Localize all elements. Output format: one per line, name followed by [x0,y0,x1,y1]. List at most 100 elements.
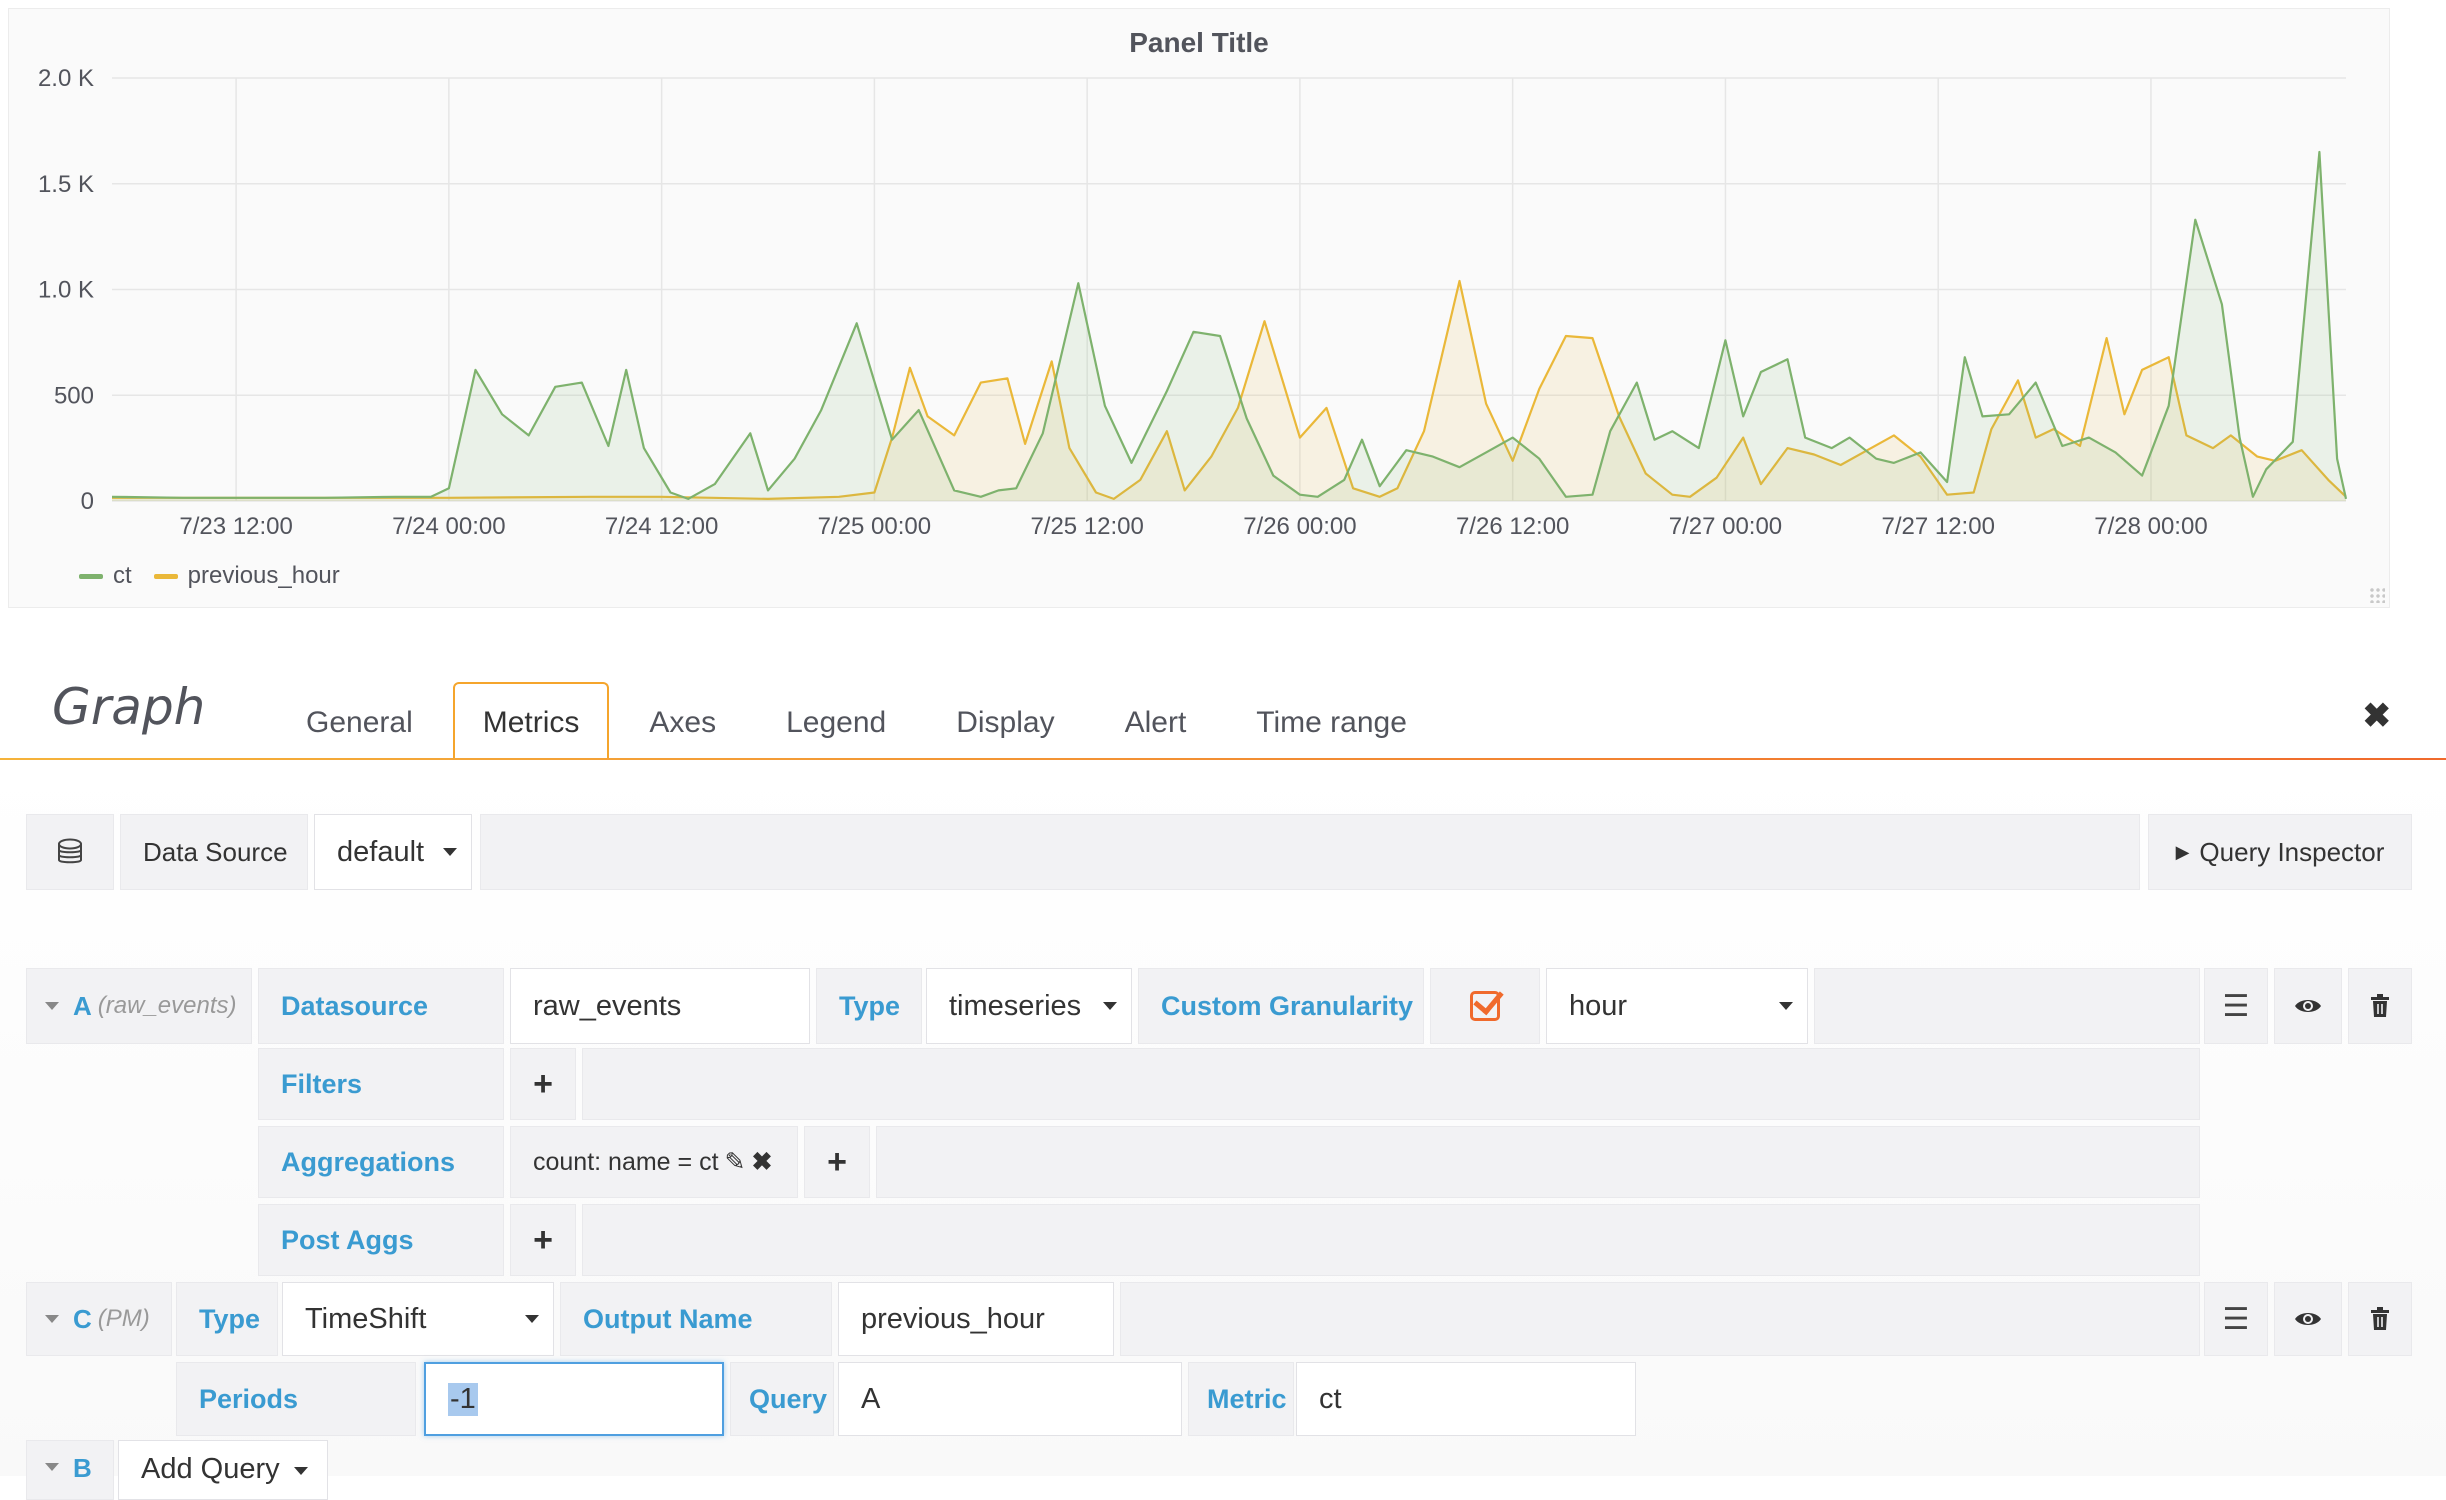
tab-legend[interactable]: Legend [786,706,887,739]
trash-icon-graphic [2371,994,2389,1017]
checkbox-checked-icon [1470,991,1500,1021]
legend-item-ct[interactable]: ct [79,562,132,590]
query-a-ref: A [73,990,92,1021]
query-c-row-filler [1120,1282,2200,1356]
query-a-type-value: timeseries [949,989,1082,1022]
filters-filler [582,1048,2200,1120]
query-c-periods-value: -1 [448,1382,478,1416]
collapse-caret-icon[interactable] [45,1315,59,1323]
resize-handle-icon[interactable] [2369,587,2385,603]
query-a-datasource-value: raw_events [533,989,682,1022]
close-icon[interactable]: ✖ [2362,697,2392,735]
aggregations-filler [876,1126,2200,1198]
query-a-granularity-select[interactable]: hour [1546,968,1808,1044]
data-source-select[interactable]: default [314,814,472,890]
chevron-down-icon [1103,1002,1117,1010]
y-tick-label: 1.0 K [38,277,94,304]
query-a-aggregations-label: Aggregations [258,1126,504,1198]
legend-item-previous-hour[interactable]: previous_hour [153,562,340,590]
legend-swatch-ct [79,573,103,579]
chevron-down-icon [443,848,457,856]
tab-underline [0,758,2446,760]
x-tick-label: 7/24 00:00 [392,513,505,540]
tab-alert[interactable]: Alert [1124,706,1187,739]
query-c-output-name-input[interactable]: previous_hour [838,1282,1114,1356]
panel-title[interactable]: Panel Title [1129,27,1269,58]
query-c-query-label: Query [730,1362,834,1436]
x-tick-label: 7/27 12:00 [1881,513,1994,540]
series-line-previous-hour [112,279,2347,500]
query-a-type-label: Type [816,968,922,1044]
metrics-editor: Data Source default ▶ Query Inspector A … [0,760,2446,1500]
x-tick-label: 7/25 12:00 [1030,513,1143,540]
collapse-caret-icon[interactable] [45,1002,59,1010]
query-a-datasource-label: Datasource [258,968,504,1044]
query-c-type-select[interactable]: TimeShift [282,1282,554,1356]
query-b-ref: B [73,1453,92,1483]
tab-general[interactable]: General [306,706,413,739]
collapse-caret-icon[interactable] [45,1463,59,1471]
trash-icon-graphic [2371,1307,2389,1330]
query-c-output-name-label: Output Name [560,1282,832,1356]
query-c-metric-input[interactable]: ct [1296,1362,1636,1436]
query-b-header[interactable]: B [26,1440,114,1500]
x-tick-label: 7/24 12:00 [605,513,718,540]
query-a-type-select[interactable]: timeseries [926,968,1132,1044]
query-a-ref-sub: (raw_events) [97,992,237,1019]
query-c-query-value: A [861,1382,881,1415]
eye-icon-graphic [2295,1000,2321,1012]
query-c-ref-sub: (PM) [97,1305,150,1332]
legend-label-ct: ct [113,562,132,589]
chart-svg: 0 500 1.0 K 1.5 K 2.0 K 7/23 12:00 7/24 00:00 7… [38,65,2348,540]
query-a-datasource-input[interactable]: raw_events [510,968,810,1044]
query-inspector-label: Query Inspector [2199,836,2385,867]
query-c-header[interactable]: C (PM) [26,1282,172,1356]
database-icon [26,814,114,890]
chevron-down-icon [1779,1002,1793,1010]
hamburger-icon[interactable]: ☰ [2204,968,2268,1044]
trash-icon[interactable] [2348,1282,2412,1356]
chevron-right-icon: ▶ [2175,841,2190,862]
editor-tabs: General Metrics Axes Legend Display Aler… [276,682,1447,758]
tab-axes[interactable]: Axes [649,706,717,739]
y-tick-label: 1.5 K [38,171,94,198]
eye-icon-graphic [2295,1313,2321,1325]
y-tick-label: 2.0 K [38,65,94,92]
y-tick-label: 0 [81,488,94,515]
plus-icon[interactable]: + [804,1126,870,1198]
data-source-value: default [337,835,425,868]
graph-panel: 0 500 1.0 K 1.5 K 2.0 K 7/23 12:00 7/24 00:00 7… [8,8,2390,608]
legend-label-previous-hour: previous_hour [187,562,340,589]
add-query-select[interactable]: Add Query [118,1440,328,1500]
editor-header: Graph General Metrics Axes Legend Displa… [0,660,2446,760]
tab-metrics[interactable]: Metrics [452,682,610,758]
x-tick-label: 7/27 00:00 [1669,513,1782,540]
query-a-header[interactable]: A (raw_events) [26,968,252,1044]
x-tick-label: 7/28 00:00 [2094,513,2207,540]
tab-time-range[interactable]: Time range [1256,706,1407,739]
plus-icon[interactable]: + [510,1048,576,1120]
aggregation-item[interactable]: count: name = ct ✎ ✖ [510,1126,798,1198]
y-tick-label: 500 [54,382,94,409]
database-icon-graphic [58,838,82,864]
query-c-query-input[interactable]: A [838,1362,1182,1436]
series-line-ct [111,150,2348,500]
x-icon[interactable]: ✖ [751,1148,773,1176]
query-a-filters-label: Filters [258,1048,504,1120]
query-a-post-aggs-label: Post Aggs [258,1204,504,1276]
tab-display[interactable]: Display [956,706,1055,739]
editor-title: Graph [52,678,206,736]
trash-icon[interactable] [2348,968,2412,1044]
query-inspector-button[interactable]: ▶ Query Inspector [2148,814,2412,890]
data-source-filler [480,814,2140,890]
pencil-icon[interactable]: ✎ [724,1148,746,1176]
eye-icon[interactable] [2274,968,2342,1044]
plus-icon[interactable]: + [510,1204,576,1276]
x-tick-label: 7/26 00:00 [1243,513,1356,540]
eye-icon[interactable] [2274,1282,2342,1356]
chevron-down-icon [293,1467,308,1475]
granularity-checkbox[interactable] [1430,968,1540,1044]
hamburger-icon[interactable]: ☰ [2204,1282,2268,1356]
query-c-periods-input[interactable]: -1 [424,1362,724,1436]
legend: ct previous_hour [79,562,340,590]
